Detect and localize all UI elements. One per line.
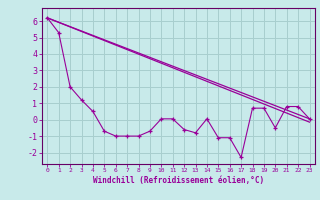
- X-axis label: Windchill (Refroidissement éolien,°C): Windchill (Refroidissement éolien,°C): [93, 176, 264, 185]
